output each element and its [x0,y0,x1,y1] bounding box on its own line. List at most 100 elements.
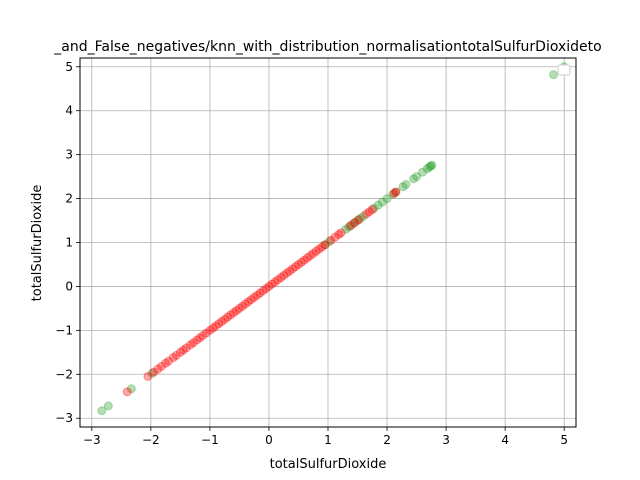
data-point [341,224,351,234]
data-point [192,335,202,345]
y-tick-label: −1 [55,323,73,337]
data-point [377,197,387,207]
data-point [231,306,241,316]
x-tick-label: −2 [142,433,160,447]
data-point [358,211,368,221]
data-point [143,371,153,381]
false-negatives-series [122,187,401,397]
x-tick-label: 5 [560,433,568,447]
data-point [255,288,265,298]
grid [80,58,576,427]
x-tick-label: 2 [383,433,391,447]
data-point [417,167,427,177]
data-point [205,325,215,335]
y-axis-label: totalSulfurDioxide [30,185,45,302]
data-point [422,164,432,174]
data-point [198,331,208,341]
data-point [401,180,411,190]
data-point [344,222,354,232]
data-point [249,292,259,302]
x-tick-label: 4 [501,433,509,447]
data-point [409,174,419,184]
data-point [270,277,280,287]
data-point [296,257,306,267]
data-point [334,230,344,240]
y-tick-label: 3 [65,148,73,162]
y-tick-label: 5 [65,60,73,74]
data-point [220,314,230,324]
data-point [181,343,191,353]
y-tick-label: −3 [55,411,73,425]
data-point [305,251,315,261]
y-axis-ticks: −3 −2 −1 0 1 2 3 4 5 [55,60,80,425]
y-tick-label: 2 [65,192,73,206]
data-point [97,406,107,416]
data-point [185,340,195,350]
x-tick-label: −3 [83,433,101,447]
data-point [354,215,364,225]
data-point [373,200,383,210]
data-point [171,350,181,360]
data-point [388,189,398,199]
data-point [398,182,408,192]
y-tick-label: 0 [65,279,73,293]
data-point [282,268,292,278]
data-point [391,187,401,197]
data-point [252,290,262,300]
x-axis-label: totalSulfurDioxide [270,457,387,472]
data-point [237,301,247,311]
data-point [103,401,113,411]
data-point [149,367,159,377]
x-tick-label: 0 [265,433,273,447]
data-point [317,242,327,252]
data-point [164,356,174,366]
x-axis-ticks: −3 −2 −1 0 1 2 3 4 5 [83,427,568,447]
data-point [382,194,392,204]
data-point [261,284,271,294]
data-point [291,262,301,272]
data-point [195,333,205,343]
data-point [267,279,277,289]
data-point [273,275,283,285]
y-tick-label: 1 [65,236,73,250]
data-point [243,297,253,307]
data-point [326,235,336,245]
x-tick-label: 3 [442,433,450,447]
data-point [153,364,163,374]
data-point [211,321,221,331]
data-point [147,368,157,378]
data-point [276,273,286,283]
true-positives-series [97,62,569,416]
data-point [217,317,227,327]
data-point [214,319,224,329]
data-point [353,216,363,226]
data-point [549,70,559,80]
data-point [299,255,309,265]
chart-title: _and_False_negatives/knn_with_distributi… [53,39,601,55]
data-point [364,207,374,217]
data-point [324,237,334,247]
data-point [279,270,289,280]
data-point [122,387,132,397]
data-point [425,162,435,172]
data-point [156,361,166,371]
data-point [308,248,318,258]
data-point [336,228,346,238]
legend-box [557,64,571,76]
data-point [361,209,371,219]
data-point [258,286,268,296]
data-point [264,281,274,291]
data-point [350,218,360,228]
data-point [369,203,379,213]
data-point [223,312,233,322]
data-point [427,160,437,170]
data-point [208,323,218,333]
data-point [345,221,355,231]
y-tick-label: −2 [55,367,73,381]
data-point [355,213,365,223]
x-tick-label: −1 [201,433,219,447]
data-point [161,358,171,368]
data-point [234,303,244,313]
data-point [288,264,298,274]
